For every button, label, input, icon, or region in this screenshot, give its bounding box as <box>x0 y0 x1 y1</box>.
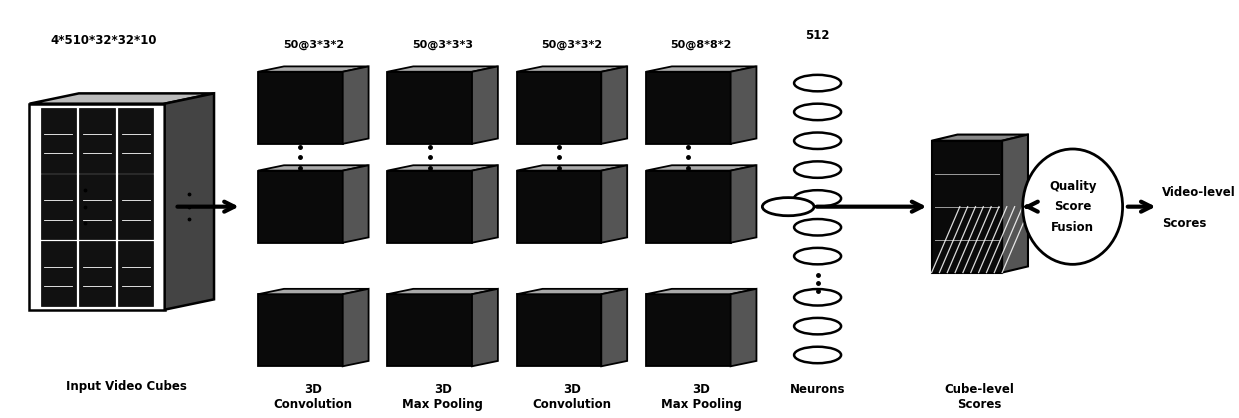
Polygon shape <box>258 66 368 72</box>
Polygon shape <box>472 289 498 366</box>
Text: 4*510*32*32*10: 4*510*32*32*10 <box>50 34 156 47</box>
Polygon shape <box>601 165 627 243</box>
Polygon shape <box>258 294 343 366</box>
Polygon shape <box>30 93 214 104</box>
Polygon shape <box>41 107 76 173</box>
Text: Video-level: Video-level <box>1162 186 1235 199</box>
Circle shape <box>794 190 841 206</box>
Polygon shape <box>646 165 757 171</box>
Polygon shape <box>388 294 472 366</box>
Polygon shape <box>601 289 627 366</box>
Text: 3D
Max Pooling: 3D Max Pooling <box>403 383 483 411</box>
Polygon shape <box>388 165 498 171</box>
Polygon shape <box>646 72 731 144</box>
Text: Fusion: Fusion <box>1051 221 1094 234</box>
Polygon shape <box>517 72 601 144</box>
Text: 3D
Convolution: 3D Convolution <box>274 383 353 411</box>
Text: Cube-level
Scores: Cube-level Scores <box>945 383 1015 411</box>
Polygon shape <box>118 107 154 173</box>
Polygon shape <box>258 289 368 294</box>
Text: Quality: Quality <box>1049 180 1097 193</box>
Polygon shape <box>41 240 76 306</box>
Polygon shape <box>388 72 472 144</box>
Polygon shape <box>388 66 498 72</box>
Circle shape <box>794 75 841 91</box>
Text: 50@3*3*2: 50@3*3*2 <box>282 40 344 50</box>
Circle shape <box>794 318 841 334</box>
Polygon shape <box>646 294 731 366</box>
Text: 50@8*8*2: 50@8*8*2 <box>670 40 732 50</box>
Polygon shape <box>79 107 115 173</box>
Polygon shape <box>343 66 368 144</box>
Polygon shape <box>517 289 627 294</box>
Circle shape <box>794 219 841 235</box>
Text: Neurons: Neurons <box>789 383 845 396</box>
Text: 3D
Max Pooling: 3D Max Pooling <box>660 383 742 411</box>
Polygon shape <box>41 174 76 239</box>
Polygon shape <box>472 66 498 144</box>
Circle shape <box>794 347 841 363</box>
Circle shape <box>762 198 814 216</box>
Polygon shape <box>517 66 627 72</box>
Polygon shape <box>343 289 368 366</box>
Circle shape <box>794 289 841 306</box>
Polygon shape <box>79 174 115 239</box>
Circle shape <box>794 133 841 149</box>
Polygon shape <box>517 171 601 243</box>
Polygon shape <box>932 141 1002 273</box>
Text: 512: 512 <box>805 29 830 42</box>
Polygon shape <box>118 174 154 239</box>
Polygon shape <box>79 240 115 306</box>
Polygon shape <box>388 171 472 243</box>
Polygon shape <box>517 165 627 171</box>
Polygon shape <box>1002 135 1028 273</box>
Polygon shape <box>165 93 214 310</box>
Text: Input Video Cubes: Input Video Cubes <box>66 380 187 393</box>
Polygon shape <box>731 165 757 243</box>
Polygon shape <box>258 72 343 144</box>
Polygon shape <box>601 66 627 144</box>
Polygon shape <box>517 294 601 366</box>
Polygon shape <box>472 165 498 243</box>
Text: 3D
Convolution: 3D Convolution <box>533 383 611 411</box>
Polygon shape <box>258 165 368 171</box>
Polygon shape <box>646 289 757 294</box>
Polygon shape <box>30 104 165 310</box>
Polygon shape <box>646 66 757 72</box>
Ellipse shape <box>1022 149 1123 264</box>
Polygon shape <box>118 240 154 306</box>
Text: 50@3*3*3: 50@3*3*3 <box>413 40 473 50</box>
Circle shape <box>794 104 841 120</box>
Circle shape <box>794 248 841 264</box>
Polygon shape <box>646 171 731 243</box>
Polygon shape <box>932 135 1028 141</box>
Circle shape <box>794 161 841 178</box>
Text: 50@3*3*2: 50@3*3*2 <box>541 40 602 50</box>
Polygon shape <box>388 289 498 294</box>
Polygon shape <box>731 289 757 366</box>
Polygon shape <box>731 66 757 144</box>
Text: Score: Score <box>1054 200 1092 213</box>
Polygon shape <box>343 165 368 243</box>
Text: Scores: Scores <box>1162 217 1207 229</box>
Polygon shape <box>258 171 343 243</box>
